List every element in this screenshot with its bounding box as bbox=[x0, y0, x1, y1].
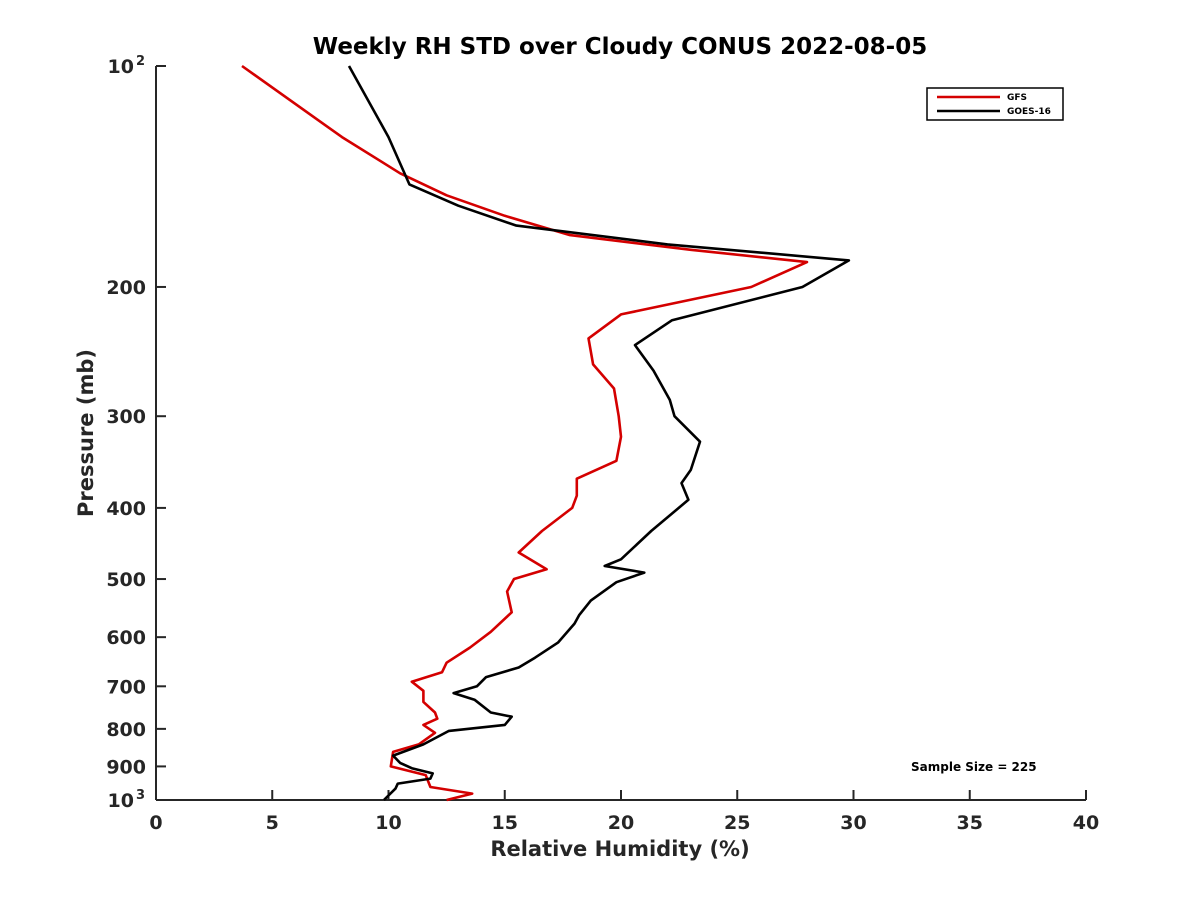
series-line-gfs bbox=[241, 64, 809, 802]
x-tick-label: 5 bbox=[266, 812, 279, 834]
legend-box bbox=[926, 87, 1064, 121]
x-tick-label: 25 bbox=[724, 812, 750, 834]
y-tick-label: 400 bbox=[106, 498, 146, 520]
chart-title: Weekly RH STD over Cloudy CONUS 2022-08-… bbox=[313, 34, 927, 60]
legend: GFS GOES-16 bbox=[926, 87, 1064, 121]
y-tick-label: 600 bbox=[106, 627, 146, 649]
legend-label-gfs: GFS bbox=[1007, 93, 1027, 103]
x-tick-label: 20 bbox=[608, 812, 634, 834]
y-tick-label: 300 bbox=[106, 406, 146, 428]
x-ticks: 0 5 10 15 20 25 30 35 40 bbox=[149, 790, 1099, 834]
x-tick-label: 30 bbox=[840, 812, 866, 834]
series-line-goes16 bbox=[347, 65, 851, 801]
x-axis-label: Relative Humidity (%) bbox=[490, 837, 749, 861]
x-tick-label: 40 bbox=[1073, 812, 1099, 834]
y-axis-label: Pressure (mb) bbox=[74, 349, 98, 517]
y-tick-label: 10 bbox=[108, 790, 134, 812]
y-tick-exponent: 2 bbox=[136, 54, 145, 69]
x-tick-label: 0 bbox=[149, 812, 162, 834]
y-tick-label: 800 bbox=[106, 719, 146, 741]
x-tick-label: 10 bbox=[375, 812, 401, 834]
x-tick-label: 35 bbox=[957, 812, 983, 834]
y-tick-label: 700 bbox=[106, 676, 146, 698]
y-tick-label: 200 bbox=[106, 277, 146, 299]
y-tick-exponent: 3 bbox=[136, 788, 145, 803]
y-tick-label: 900 bbox=[106, 756, 146, 778]
sample-size-annotation: Sample Size = 225 bbox=[911, 760, 1037, 774]
y-tick-label: 500 bbox=[106, 569, 146, 591]
x-tick-label: 15 bbox=[492, 812, 518, 834]
y-tick-label: 10 bbox=[108, 56, 134, 78]
series-lines bbox=[241, 64, 851, 802]
legend-label-goes16: GOES-16 bbox=[1007, 107, 1051, 117]
